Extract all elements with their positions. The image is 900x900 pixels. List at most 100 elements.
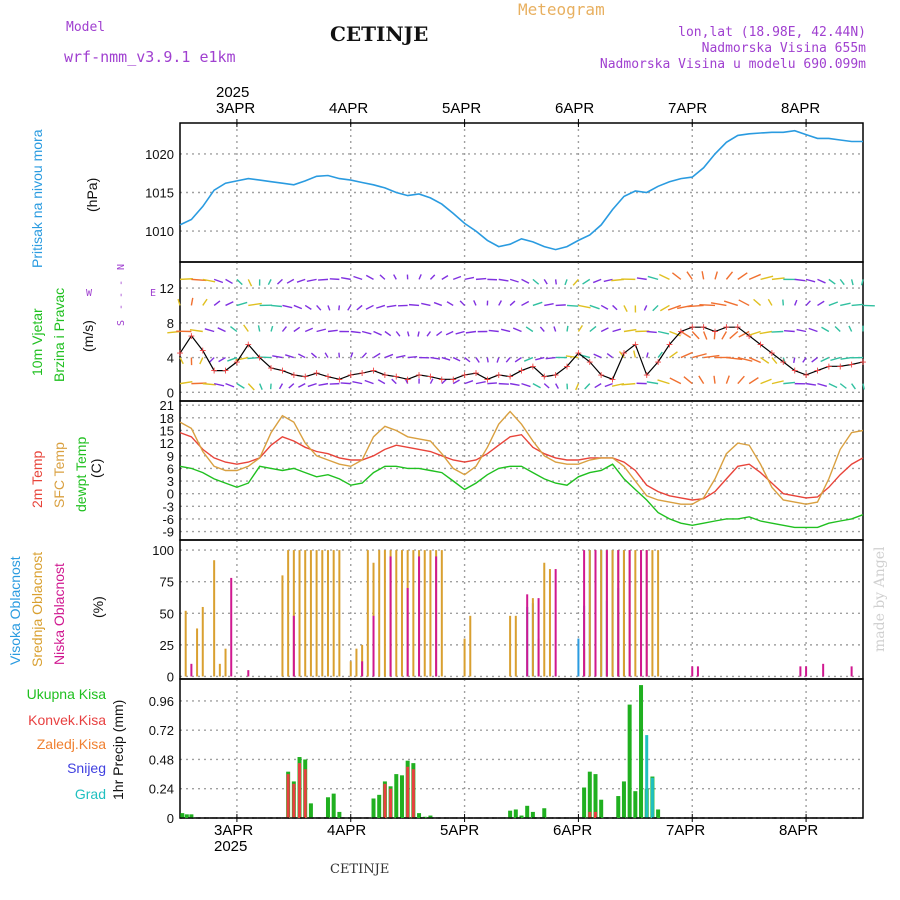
wind-barb xyxy=(532,383,541,389)
bar-niska-oblacnost xyxy=(292,615,295,677)
wind-barb xyxy=(659,304,670,312)
wind-barb xyxy=(213,300,221,306)
wind-barb xyxy=(270,304,283,308)
bar-ukupna-kisa xyxy=(308,803,313,818)
wind-barb xyxy=(646,352,649,358)
day-label-top: 6APR xyxy=(555,100,595,117)
bar-niska-oblacnost xyxy=(435,556,438,677)
y-tick-label: -9 xyxy=(162,525,174,540)
wind-barb xyxy=(771,330,784,333)
wind-marker: + xyxy=(188,329,195,343)
wind-marker: + xyxy=(472,366,479,380)
wind-barb xyxy=(646,381,659,385)
wind-barb xyxy=(384,353,394,359)
day-label-bottom: 4APR xyxy=(327,822,367,839)
altitude-label: Nadmorska Visina 655m xyxy=(701,41,866,56)
wind-barb xyxy=(329,278,340,281)
bar-ukupna-kisa xyxy=(428,815,433,818)
wind-marker: + xyxy=(495,368,502,382)
bar-konvek-kisa xyxy=(292,783,296,818)
wind-barb xyxy=(830,356,841,362)
wind-barb xyxy=(304,327,314,333)
wind-marker: + xyxy=(712,325,719,339)
wind-barb xyxy=(464,380,474,385)
wind-barb xyxy=(278,383,284,390)
wind-barb xyxy=(189,328,203,333)
bar-ukupna-kisa xyxy=(399,775,404,818)
y-tick-label: 50 xyxy=(160,606,174,621)
wind-barb xyxy=(771,357,778,365)
y-tick-label: 0.96 xyxy=(149,694,174,709)
wind-barb xyxy=(566,304,579,307)
bar-ukupna-kisa xyxy=(593,774,598,818)
wind-barb xyxy=(259,383,263,390)
wind-barb xyxy=(445,330,454,336)
wind-barb xyxy=(618,351,625,358)
bar-konvek-kisa xyxy=(406,766,410,818)
wind-barb xyxy=(578,304,591,309)
bar-ukupna-kisa xyxy=(394,774,399,818)
bar-ukupna-kisa xyxy=(184,814,189,818)
wind-marker: + xyxy=(825,359,832,373)
wind-marker: + xyxy=(450,372,457,386)
wind-barb xyxy=(839,383,847,389)
wind-barb xyxy=(179,278,193,281)
wind-marker: + xyxy=(552,368,559,382)
bar-ukupna-kisa xyxy=(519,815,524,818)
wind-barb xyxy=(702,331,708,340)
bar-niska-oblacnost xyxy=(628,550,631,677)
wind-barb xyxy=(204,328,215,333)
wind-barb xyxy=(723,300,738,307)
wind-barb xyxy=(347,305,352,311)
wind-barb xyxy=(600,304,609,310)
bar-srednja-oblacnost xyxy=(281,575,284,677)
day-label-top: 5APR xyxy=(442,100,482,117)
bar-srednja-oblacnost xyxy=(383,550,386,677)
wind-barb xyxy=(318,278,329,281)
wind-barb xyxy=(760,275,774,281)
y-tick-label: 9 xyxy=(167,449,174,464)
wind-barb xyxy=(647,275,659,281)
bar-niska-oblacnost xyxy=(406,588,409,677)
wind-barb xyxy=(316,328,327,333)
bar-ukupna-kisa xyxy=(633,791,638,818)
y-tick-label: 12 xyxy=(160,281,174,296)
bar-ukupna-kisa xyxy=(616,796,621,818)
wind-barb xyxy=(554,279,557,285)
wind-marker: + xyxy=(848,358,855,372)
bar-niska-oblacnost xyxy=(190,663,193,677)
bar-konvek-kisa xyxy=(593,811,597,818)
series-line-2m-temp xyxy=(179,431,864,501)
wind-barb xyxy=(543,279,548,285)
y-tick-label: 6 xyxy=(167,461,174,476)
bar-srednja-oblacnost xyxy=(361,644,364,677)
wind-barb xyxy=(208,357,215,363)
wind-marker: + xyxy=(381,368,388,382)
wind-barb xyxy=(669,351,678,359)
y-tick-label: 21 xyxy=(160,398,174,413)
y-tick-label: 1010 xyxy=(145,224,174,239)
wind-barb xyxy=(687,304,704,308)
panel-frame-precip xyxy=(179,678,864,819)
y-tick-label: 0 xyxy=(167,487,174,502)
wind-barb xyxy=(214,382,225,387)
wind-barb xyxy=(459,300,466,306)
wind-barb xyxy=(247,383,255,391)
wind-barb xyxy=(701,271,705,280)
wind-barb xyxy=(805,300,811,306)
wind-marker: + xyxy=(370,364,377,378)
wind-marker: + xyxy=(438,372,445,386)
wind-barb xyxy=(296,278,306,283)
y-tick-label: 0 xyxy=(167,811,174,826)
bar-srednja-oblacnost xyxy=(531,598,534,677)
wind-barb xyxy=(509,382,520,387)
wind-barb xyxy=(646,330,657,334)
wind-barb xyxy=(376,304,386,309)
wind-barb xyxy=(643,305,648,311)
bar-srednja-oblacnost xyxy=(196,628,199,677)
wind-barb xyxy=(395,331,401,337)
wind-barb xyxy=(243,324,249,332)
wind-barb xyxy=(396,354,406,359)
legend-snow: Snijeg xyxy=(67,760,106,776)
wind-barb xyxy=(652,304,659,312)
